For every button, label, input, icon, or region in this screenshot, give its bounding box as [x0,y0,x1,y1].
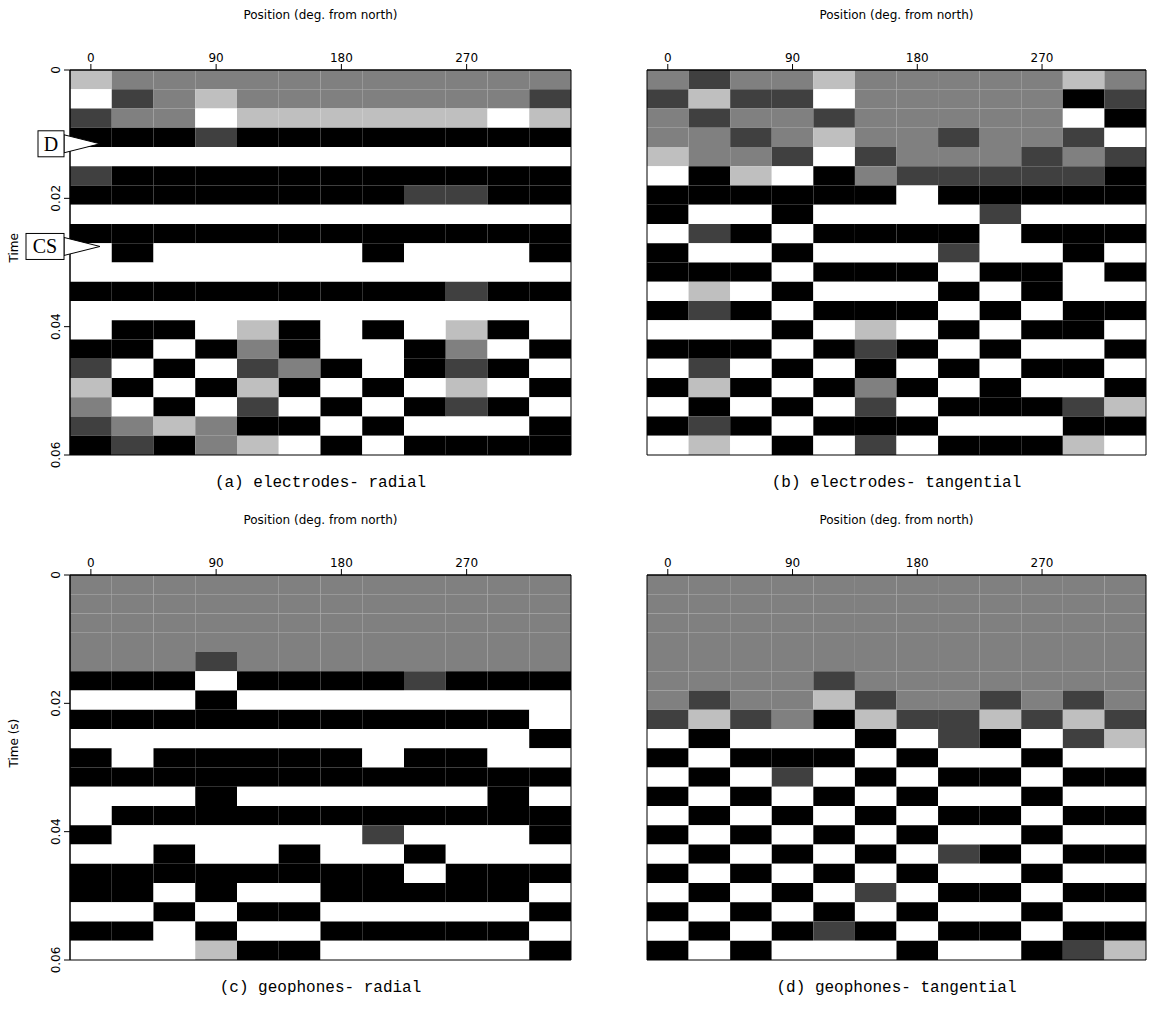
svg-text:0: 0 [664,51,672,65]
svg-text:CS: CS [33,235,57,257]
svg-text:0.06: 0.06 [49,442,63,469]
svg-text:Time (s): Time (s) [7,719,21,769]
svg-text:180: 180 [330,51,353,65]
svg-text:90: 90 [208,51,223,65]
svg-text:0: 0 [87,51,95,65]
html-text:(d) geophones- tangential: (d) geophones- tangential [776,979,1017,997]
svg-text:Position (deg. from north): Position (deg. from north) [819,8,973,22]
svg-text:180: 180 [906,556,929,570]
svg-text:0.04: 0.04 [49,818,63,845]
svg-text:180: 180 [906,51,929,65]
svg-text:270: 270 [455,51,478,65]
svg-text:180: 180 [330,556,353,570]
svg-text:0: 0 [49,571,63,579]
svg-text:0.02: 0.02 [49,690,63,717]
svg-text:0: 0 [87,556,95,570]
html-text:(a) electrodes- radial: (a) electrodes- radial [214,474,427,492]
svg-text:270: 270 [1031,556,1054,570]
svg-text:Position (deg. from north): Position (deg. from north) [243,513,397,527]
svg-text:0: 0 [49,66,63,74]
html-text:(c) geophones- radial: (c) geophones- radial [219,979,422,997]
html-text:(b) electrodes- tangential: (b) electrodes- tangential [771,474,1022,492]
svg-text:0.04: 0.04 [49,313,63,340]
svg-text:Time: Time [7,233,21,263]
svg-text:D: D [44,133,58,155]
svg-text:0.02: 0.02 [49,185,63,212]
svg-text:270: 270 [455,556,478,570]
svg-text:270: 270 [1031,51,1054,65]
svg-text:90: 90 [208,556,223,570]
svg-text:0.06: 0.06 [49,947,63,974]
svg-text:90: 90 [785,51,800,65]
svg-text:90: 90 [785,556,800,570]
svg-text:Position (deg. from north): Position (deg. from north) [243,8,397,22]
svg-text:Position (deg. from north): Position (deg. from north) [819,513,973,527]
svg-text:0: 0 [664,556,672,570]
